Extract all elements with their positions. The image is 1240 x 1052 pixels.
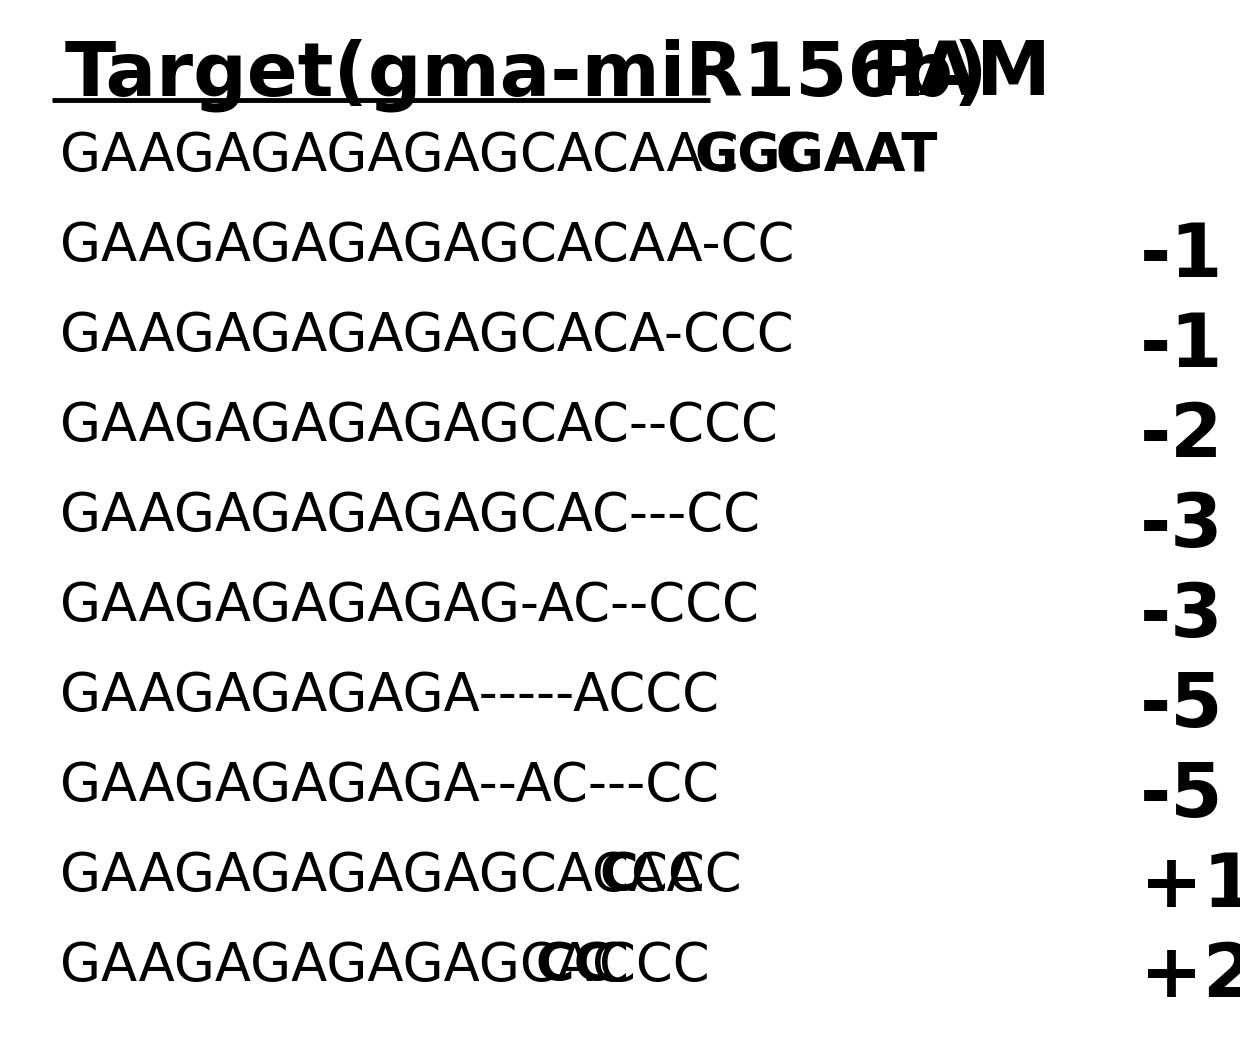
Text: GAAGAGAGAGAGCACAA: GAAGAGAGAGAGCACAA — [60, 850, 703, 902]
Text: GAAGAGAGAGAGCACA-CCC: GAAGAGAGAGAGCACA-CCC — [60, 310, 794, 362]
Text: GAAGAGAGAGAGCAC--CCC: GAAGAGAGAGAGCAC--CCC — [60, 400, 777, 452]
Text: +2: +2 — [1140, 940, 1240, 1013]
Text: -2: -2 — [1140, 400, 1224, 473]
Text: GAAGAGAGAGAG-AC--CCC: GAAGAGAGAGAG-AC--CCC — [60, 580, 759, 632]
Text: -5: -5 — [1140, 760, 1224, 833]
Text: +1: +1 — [1140, 850, 1240, 923]
Text: CCC: CCC — [599, 940, 709, 992]
Text: -5: -5 — [1140, 670, 1224, 743]
Text: PAM: PAM — [870, 38, 1050, 112]
Text: CCC: CCC — [631, 850, 742, 902]
Text: GAAGAGAGAGAGCACAA-CC: GAAGAGAGAGAGCACAA-CC — [60, 220, 795, 272]
Text: CC: CC — [536, 940, 614, 992]
Text: GGGAAT: GGGAAT — [694, 130, 937, 182]
Text: -1: -1 — [1140, 220, 1224, 294]
Text: -3: -3 — [1140, 490, 1224, 563]
Text: GAAGAGAGAGA-----ACCC: GAAGAGAGAGA-----ACCC — [60, 670, 719, 722]
Text: GAAGAGAGAGAGCACAACCC: GAAGAGAGAGAGCACAACCC — [60, 130, 812, 182]
Text: C: C — [599, 850, 639, 902]
Text: GAAGAGAGAGAGCAC: GAAGAGAGAGAGCAC — [60, 940, 629, 992]
Text: Target(gma-miR156b): Target(gma-miR156b) — [64, 38, 988, 112]
Text: -1: -1 — [1140, 310, 1224, 383]
Text: GAAGAGAGAGAGCAC---CC: GAAGAGAGAGAGCAC---CC — [60, 490, 760, 542]
Text: GAAGAGAGAGA--AC---CC: GAAGAGAGAGA--AC---CC — [60, 760, 719, 812]
Text: -3: -3 — [1140, 580, 1224, 653]
